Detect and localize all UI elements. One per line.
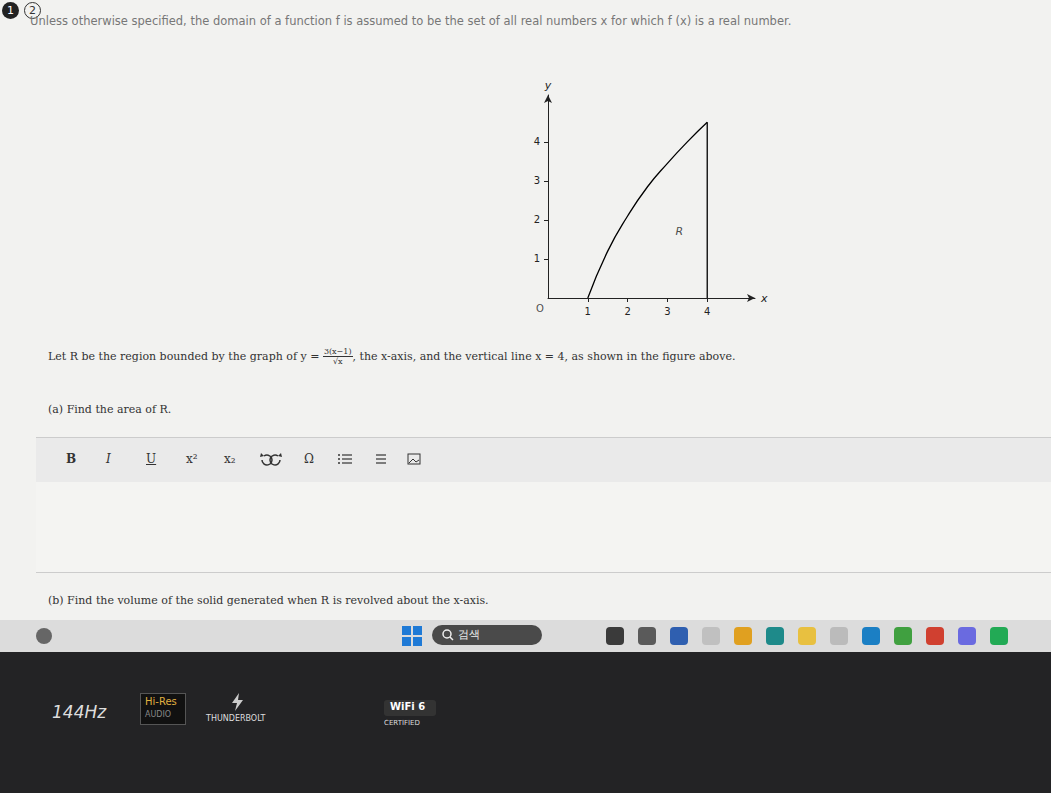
html-text:AUDIO: AUDIO xyxy=(145,710,172,719)
svg-text:y: y xyxy=(544,80,552,92)
html-text:U: U xyxy=(146,452,157,466)
html-text:CERTIFIED: CERTIFIED xyxy=(384,719,420,727)
svg-text:4: 4 xyxy=(534,136,540,147)
html-text:, the x-axis, and the vertical: , the x-axis, and the vertical line x = … xyxy=(352,349,736,363)
svg-text:R: R xyxy=(676,225,684,238)
html-text:1: 1 xyxy=(7,4,14,17)
html-text:Unless otherwise specified, th: Unless otherwise specified, the domain o… xyxy=(30,14,792,28)
html-text:I: I xyxy=(106,452,111,466)
html-text:x₂: x₂ xyxy=(224,452,236,466)
svg-text:2: 2 xyxy=(624,306,630,317)
svg-text:x: x xyxy=(760,292,768,305)
html-text:Let R be the region bounded by: Let R be the region bounded by the graph… xyxy=(48,347,352,363)
html-text:B: B xyxy=(66,452,77,466)
html-text:2: 2 xyxy=(29,4,36,17)
html-text:검색: 검색 xyxy=(458,628,480,641)
svg-text:3: 3 xyxy=(534,175,540,186)
html-text:Hi-Res: Hi-Res xyxy=(145,696,177,707)
html-text:(a) Find the area of R.: (a) Find the area of R. xyxy=(48,403,172,416)
html-text:THUNDERBOLT: THUNDERBOLT xyxy=(206,714,266,723)
html-text:Ω: Ω xyxy=(304,452,314,466)
svg-text:2: 2 xyxy=(534,214,540,225)
html-text:x²: x² xyxy=(186,452,198,466)
svg-text:4: 4 xyxy=(704,306,710,317)
html-text:WiFi 6: WiFi 6 xyxy=(390,701,426,712)
html-text:(b) Find the volume of the sol: (b) Find the volume of the solid generat… xyxy=(48,594,489,607)
html-text:144Hz: 144Hz xyxy=(52,702,107,722)
svg-text:3: 3 xyxy=(664,306,670,317)
html-text:√x: √x xyxy=(332,357,343,366)
svg-text:O: O xyxy=(536,303,544,314)
svg-text:1: 1 xyxy=(585,306,591,317)
svg-text:1: 1 xyxy=(534,253,540,264)
